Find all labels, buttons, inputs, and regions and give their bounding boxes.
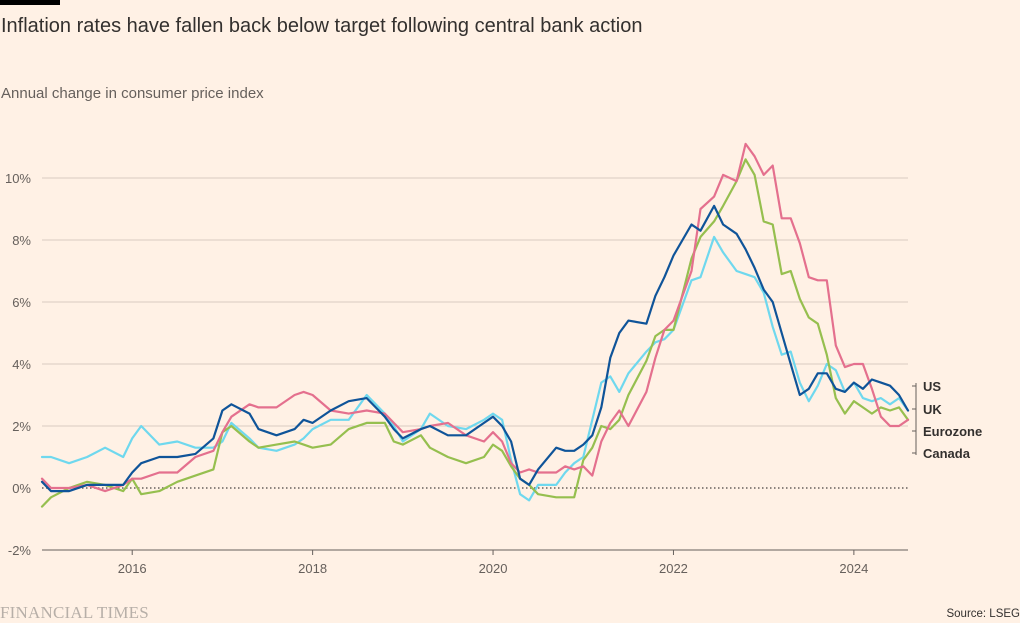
series-label-us: US bbox=[923, 379, 941, 394]
x-tick-label: 2018 bbox=[298, 561, 327, 576]
x-tick-label: 2016 bbox=[118, 561, 147, 576]
y-tick-label: -2% bbox=[8, 543, 32, 558]
series-layer bbox=[40, 142, 910, 508]
y-tick-label: 8% bbox=[12, 233, 31, 248]
y-tick-label: 10% bbox=[5, 171, 31, 186]
chart-subtitle: Annual change in consumer price index bbox=[1, 85, 264, 102]
series-line-canada bbox=[40, 235, 910, 502]
ft-logo-text: FINANCIAL TIMES bbox=[0, 603, 149, 622]
legend-layer: US UK Eurozone Canada bbox=[912, 379, 982, 461]
chart-title: Inflation rates have fallen back below t… bbox=[1, 15, 643, 37]
y-tick-label: 2% bbox=[12, 419, 31, 434]
y-tick-label: 0% bbox=[12, 481, 31, 496]
grid-layer bbox=[42, 177, 908, 489]
x-tick-label: 2024 bbox=[839, 561, 868, 576]
x-tick-label: 2020 bbox=[479, 561, 508, 576]
series-line-eurozone bbox=[40, 158, 910, 508]
series-line-uk bbox=[40, 142, 910, 493]
series-label-eurozone: Eurozone bbox=[923, 424, 982, 439]
y-tick-label: 6% bbox=[12, 295, 31, 310]
source-note: Source: LSEG bbox=[946, 608, 1020, 620]
x-tick-label: 2022 bbox=[659, 561, 688, 576]
series-line-us bbox=[40, 204, 910, 493]
series-label-canada: Canada bbox=[923, 446, 971, 461]
brand-accent-bar bbox=[0, 0, 60, 5]
axis-layer: -2% 0% 2% 4% 6% 8% 10% 2016 2018 2020 2022 2024 bbox=[5, 171, 908, 576]
series-label-uk: UK bbox=[923, 402, 942, 417]
y-tick-label: 4% bbox=[12, 357, 31, 372]
